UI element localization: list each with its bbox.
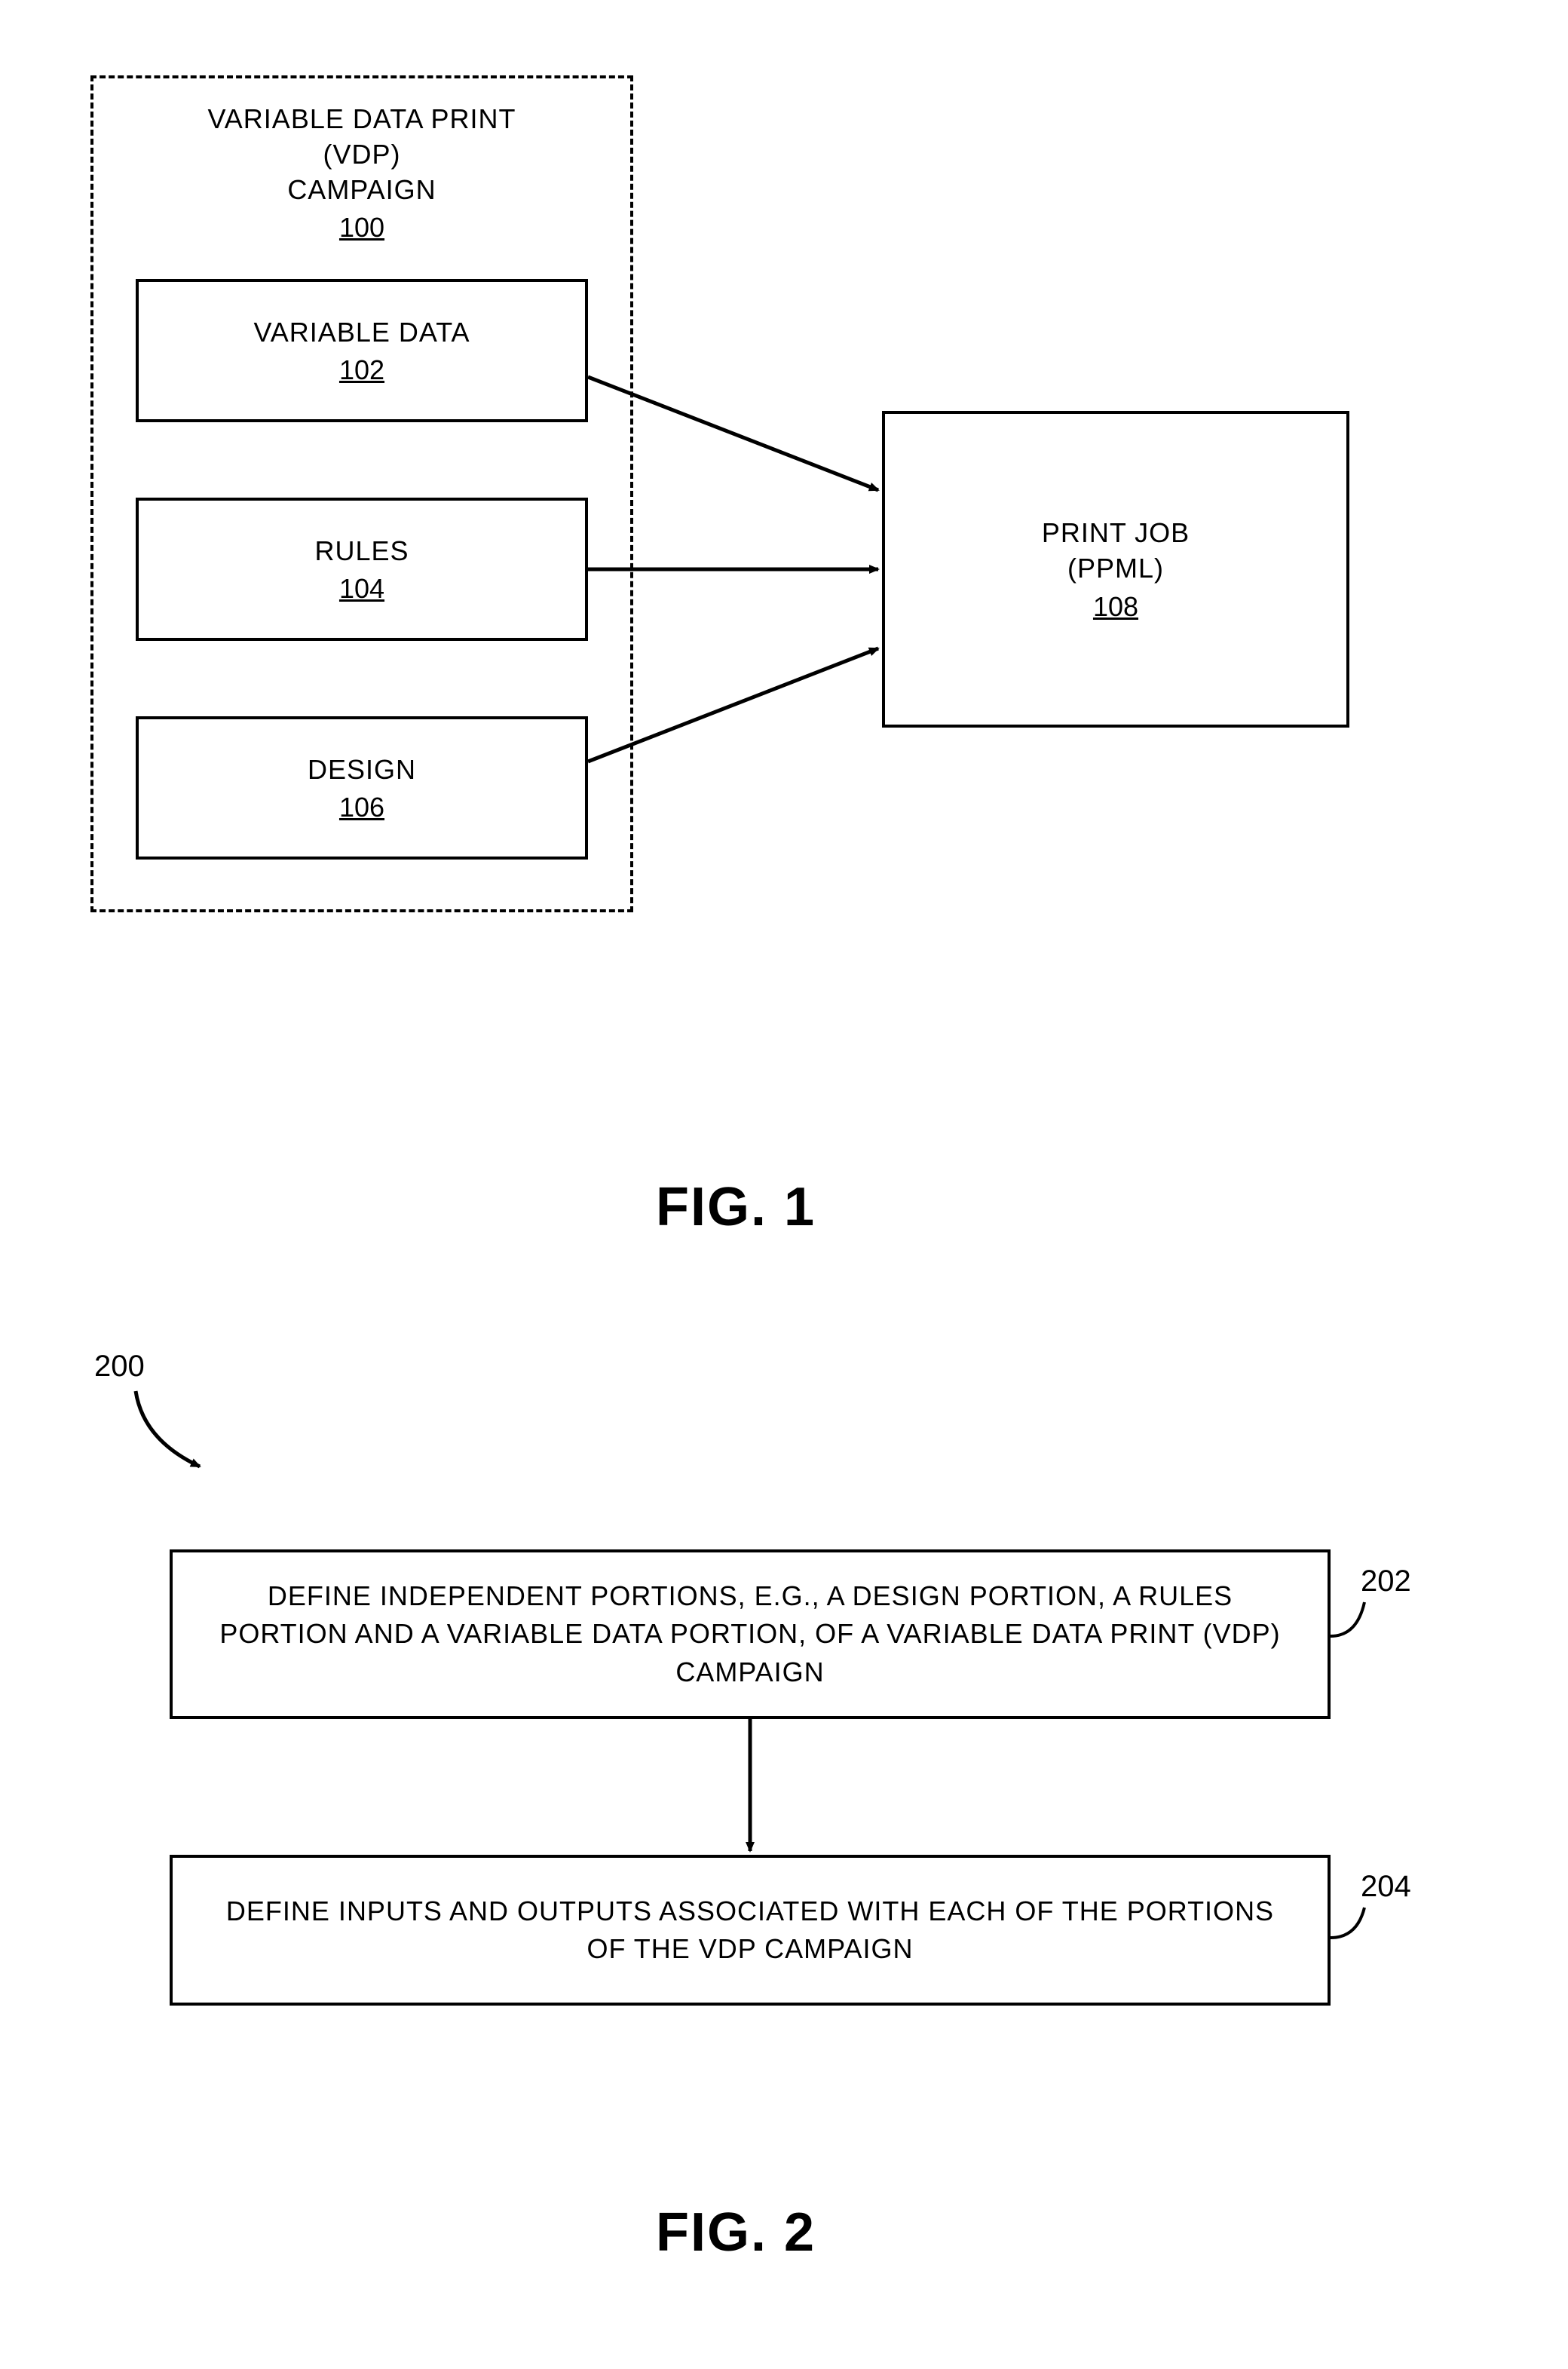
variable-data-box: VARIABLE DATA 102 [136, 279, 588, 422]
rules-box: RULES 104 [136, 498, 588, 641]
design-label: DESIGN [308, 752, 416, 788]
rules-ref: 104 [339, 573, 384, 605]
fig2-entry-ref: 200 [94, 1350, 145, 1384]
fig2-caption: FIG. 2 [656, 2202, 816, 2263]
step1-ref: 202 [1361, 1565, 1411, 1598]
fig1-caption: FIG. 1 [656, 1176, 816, 1238]
campaign-title: VARIABLE DATA PRINT (VDP) CAMPAIGN 100 [90, 102, 633, 244]
design-ref: 106 [339, 792, 384, 823]
campaign-title-l2: (VDP) [90, 137, 633, 173]
variable-data-label: VARIABLE DATA [253, 315, 470, 351]
print-job-ref: 108 [1093, 591, 1138, 623]
campaign-title-l1: VARIABLE DATA PRINT [90, 102, 633, 137]
print-job-box: PRINT JOB (PPML) 108 [882, 411, 1349, 728]
campaign-ref: 100 [90, 212, 633, 244]
step2-text: DEFINE INPUTS AND OUTPUTS ASSOCIATED WIT… [218, 1892, 1282, 1969]
step1-box: DEFINE INDEPENDENT PORTIONS, E.G., A DES… [170, 1549, 1331, 1719]
step2-box: DEFINE INPUTS AND OUTPUTS ASSOCIATED WIT… [170, 1855, 1331, 2006]
print-job-label-l2: (PPML) [1067, 551, 1164, 587]
design-box: DESIGN 106 [136, 716, 588, 860]
print-job-label-l1: PRINT JOB [1042, 516, 1190, 551]
variable-data-ref: 102 [339, 354, 384, 386]
step2-ref: 204 [1361, 1870, 1411, 1904]
step1-text: DEFINE INDEPENDENT PORTIONS, E.G., A DES… [218, 1577, 1282, 1691]
diagram-canvas: VARIABLE DATA PRINT (VDP) CAMPAIGN 100 V… [0, 0, 1568, 2369]
rules-label: RULES [314, 534, 409, 569]
campaign-title-l3: CAMPAIGN [90, 173, 633, 208]
